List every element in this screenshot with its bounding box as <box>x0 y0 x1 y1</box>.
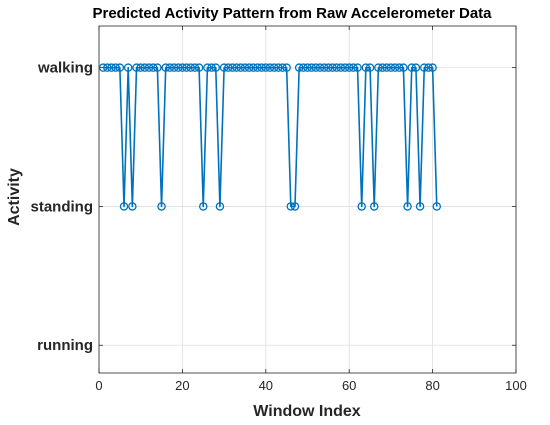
data-point-marker <box>394 63 404 72</box>
data-point-marker <box>265 63 275 72</box>
x-tick-label: 100 <box>505 378 527 393</box>
data-point-marker <box>253 63 262 72</box>
data-point-marker <box>182 63 191 72</box>
y-tick-label: standing <box>31 198 94 215</box>
data-point-marker <box>136 63 145 72</box>
data-point-marker <box>203 63 212 72</box>
data-point-marker <box>353 63 362 72</box>
data-point-marker <box>420 63 429 72</box>
data-point-marker <box>148 63 158 72</box>
data-point-marker <box>378 63 387 72</box>
data-point-marker <box>403 202 412 211</box>
data-point-marker <box>344 63 354 72</box>
data-point-marker <box>315 63 325 72</box>
data-point-marker <box>390 63 400 72</box>
data-point-marker <box>332 63 341 72</box>
x-tick-label: 60 <box>342 378 356 393</box>
data-point-marker <box>186 63 195 72</box>
data-point-marker <box>299 63 308 72</box>
data-point-marker <box>424 63 433 72</box>
data-point-marker <box>236 63 246 72</box>
data-point-marker <box>198 202 208 211</box>
data-point-marker <box>140 63 150 72</box>
x-axis-label: Window Index <box>253 403 361 420</box>
data-point-marker <box>161 63 170 72</box>
data-point-marker <box>328 63 337 72</box>
x-tick-label: 0 <box>95 378 102 393</box>
data-point-marker <box>173 63 183 72</box>
data-point-marker <box>244 63 254 72</box>
data-point-marker <box>261 63 271 72</box>
data-point-marker <box>103 63 112 72</box>
data-point-marker <box>249 63 258 72</box>
data-point-marker <box>165 63 175 72</box>
data-point-marker <box>119 202 129 211</box>
data-point-marker <box>382 63 391 72</box>
data-point-marker <box>278 63 287 72</box>
data-point-marker <box>340 63 350 72</box>
data-point-marker <box>224 63 233 72</box>
x-tick-label: 40 <box>259 378 273 393</box>
data-series <box>98 63 442 211</box>
data-point-marker <box>153 63 162 72</box>
y-axis-label: Activity <box>6 168 23 226</box>
data-point-marker <box>190 63 200 72</box>
data-point-marker <box>132 63 141 72</box>
data-point-marker <box>311 63 321 72</box>
data-point-marker <box>111 63 120 72</box>
data-point-marker <box>194 63 204 72</box>
data-point-marker <box>294 63 304 72</box>
data-point-marker <box>123 63 133 72</box>
data-point-marker <box>324 63 333 72</box>
data-point-marker <box>319 63 329 72</box>
plot-area <box>99 26 516 373</box>
data-point-marker <box>290 202 300 211</box>
data-point-marker <box>257 63 266 72</box>
data-point-marker <box>365 63 375 72</box>
data-point-marker <box>144 63 154 72</box>
data-point-marker <box>286 202 296 211</box>
data-point-marker <box>169 63 179 72</box>
x-tick-label: 20 <box>175 378 189 393</box>
data-point-marker <box>228 63 237 72</box>
data-point-marker <box>178 63 187 72</box>
data-point-marker <box>269 63 279 72</box>
data-point-marker <box>336 63 346 72</box>
data-point-marker <box>407 63 416 72</box>
chart-title: Predicted Activity Pattern from Raw Acce… <box>92 5 492 22</box>
data-point-marker <box>240 63 250 72</box>
data-point-marker <box>307 63 316 72</box>
data-point-marker <box>115 63 125 72</box>
x-tick-label: 80 <box>425 378 439 393</box>
data-point-marker <box>98 63 108 72</box>
data-point-marker <box>428 63 437 72</box>
data-point-marker <box>411 63 421 72</box>
data-point-marker <box>303 63 312 72</box>
data-point-marker <box>128 202 137 211</box>
data-point-marker <box>432 202 442 211</box>
data-point-marker <box>282 63 291 72</box>
data-point-marker <box>361 63 371 72</box>
data-point-marker <box>211 63 221 72</box>
data-point-marker <box>415 202 425 211</box>
data-point-marker <box>349 63 358 72</box>
data-point-marker <box>374 63 383 72</box>
data-point-marker <box>157 202 166 211</box>
y-tick-label: walking <box>37 60 93 77</box>
data-point-marker <box>386 63 396 72</box>
data-point-marker <box>219 63 229 72</box>
axes-box <box>98 25 517 374</box>
y-tick-label: running <box>37 337 93 354</box>
data-point-marker <box>107 63 116 72</box>
data-point-marker <box>232 63 241 72</box>
data-point-marker <box>215 202 225 211</box>
axes: 0 20 40 60 80 100 running standing walking <box>31 25 527 393</box>
data-point-marker <box>399 63 408 72</box>
data-point-marker <box>357 202 366 211</box>
data-point-marker <box>274 63 283 72</box>
data-point-marker <box>207 63 216 72</box>
data-point-marker <box>369 202 379 211</box>
